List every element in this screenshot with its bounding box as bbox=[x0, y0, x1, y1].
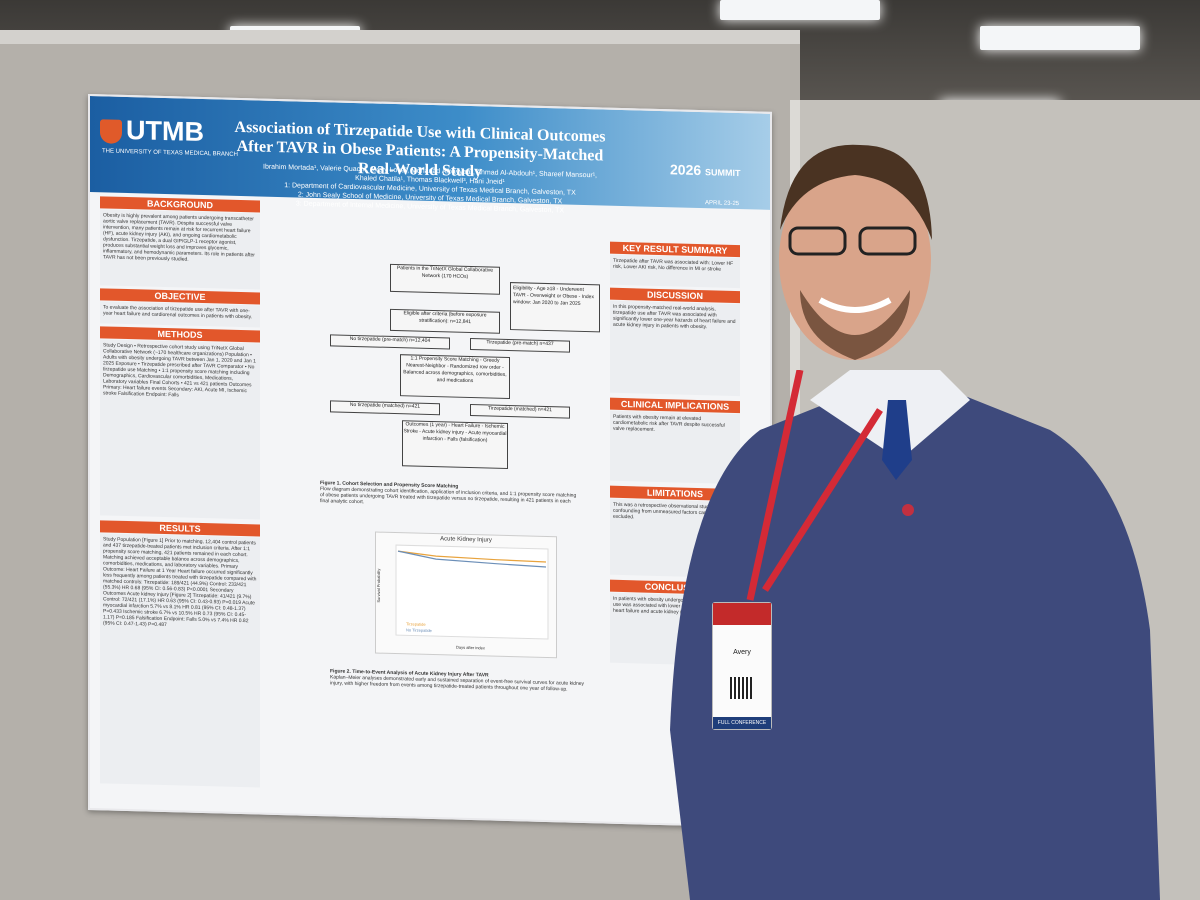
research-poster: UTMB THE UNIVERSITY OF TEXAS MEDICAL BRA… bbox=[88, 94, 772, 828]
beard bbox=[800, 290, 910, 360]
hair bbox=[780, 144, 932, 240]
background-text: Obesity is highly prevalent among patien… bbox=[100, 209, 260, 290]
no-tirzepatide-curve bbox=[397, 550, 547, 568]
key-result-text: Tirzepatide after TAVR was associated wi… bbox=[610, 254, 740, 289]
flow-box-psm: 1:1 Propensity Score Matching - Greedy N… bbox=[400, 354, 510, 400]
km-chart: Acute Kidney Injury Survival Probability… bbox=[375, 531, 557, 659]
badge-footer: FULL CONFERENCE bbox=[713, 717, 771, 729]
flow-box-no-tirzepatide-matched: No tirzepatide (matched) n=421 bbox=[330, 400, 440, 416]
figure-2-caption: Figure 2. Time-to-Event Analysis of Acut… bbox=[330, 668, 585, 693]
flow-box-tirzepatide-matched: Tirzepatide (matched) n=421 bbox=[470, 404, 570, 419]
conference-badge: Avery FULL CONFERENCE bbox=[712, 602, 772, 730]
presenter-head bbox=[779, 144, 932, 360]
legend-no-tirzepatide: No Tirzepatide bbox=[406, 627, 433, 633]
glasses-left-lens bbox=[788, 226, 847, 256]
lanyard-left bbox=[746, 370, 804, 601]
logo-emblem bbox=[902, 504, 914, 516]
conference-logo: 2026 SUMMIT bbox=[670, 161, 741, 179]
smile bbox=[818, 297, 892, 313]
flow-box-no-tirzepatide-pre: No tirzepatide (pre-match) n=12,404 bbox=[330, 334, 450, 350]
flow-box-outcomes: Outcomes (1 year) - Heart Failure - Isch… bbox=[402, 420, 508, 469]
figure-1-caption: Figure 1. Cohort Selection and Propensit… bbox=[320, 480, 577, 506]
plot-area bbox=[395, 544, 549, 640]
tirzepatide-curve bbox=[397, 550, 547, 563]
methods-text: Study Design • Retrospective cohort stud… bbox=[100, 339, 260, 520]
flow-box-eligible: Eligible after criteria (before exposure… bbox=[390, 308, 500, 334]
lanyard-right bbox=[762, 408, 883, 592]
necktie bbox=[882, 400, 912, 480]
glasses-right-lens bbox=[858, 226, 917, 256]
badge-header bbox=[713, 603, 771, 625]
results-text: Study Population [Figure 1] Prior to mat… bbox=[100, 533, 260, 788]
qr-code-icon bbox=[730, 677, 752, 699]
flow-box-network: Patients in the TriNetX Global Collabora… bbox=[390, 263, 500, 295]
poster-board-frame bbox=[0, 30, 800, 900]
logo-subtitle: THE UNIVERSITY OF TEXAS MEDICAL BRANCH bbox=[102, 148, 238, 158]
legend-tirzepatide: Tirzepatide bbox=[406, 621, 426, 627]
shield-icon bbox=[100, 119, 122, 144]
chart-x-label: Days after index bbox=[456, 645, 485, 651]
utmb-logo: UTMB bbox=[100, 114, 204, 148]
flow-box-eligibility: Eligibility - Age ≥18 - Underwent TAVR -… bbox=[510, 282, 600, 333]
poster-authors: Ibrahim Mortada¹, Valerie Quach², Avery … bbox=[263, 163, 597, 215]
poster-banner: UTMB THE UNIVERSITY OF TEXAS MEDICAL BRA… bbox=[90, 96, 770, 214]
chart-y-label: Survival Probability bbox=[376, 569, 381, 603]
face bbox=[779, 160, 931, 360]
ceiling-light bbox=[720, 0, 880, 20]
ceiling-light bbox=[980, 26, 1140, 50]
presenter bbox=[670, 370, 1160, 900]
km-chart-plot: Survival Probability Days after index Ti… bbox=[376, 544, 549, 651]
conference-dates: APRIL 23-25 bbox=[705, 200, 740, 208]
sweater bbox=[670, 390, 1160, 900]
flow-box-tirzepatide-pre: Tirzepatide (pre-match) n=437 bbox=[470, 338, 570, 353]
badge-name: Avery bbox=[733, 649, 751, 656]
objective-text: To evaluate the association of tirzepati… bbox=[100, 301, 260, 328]
